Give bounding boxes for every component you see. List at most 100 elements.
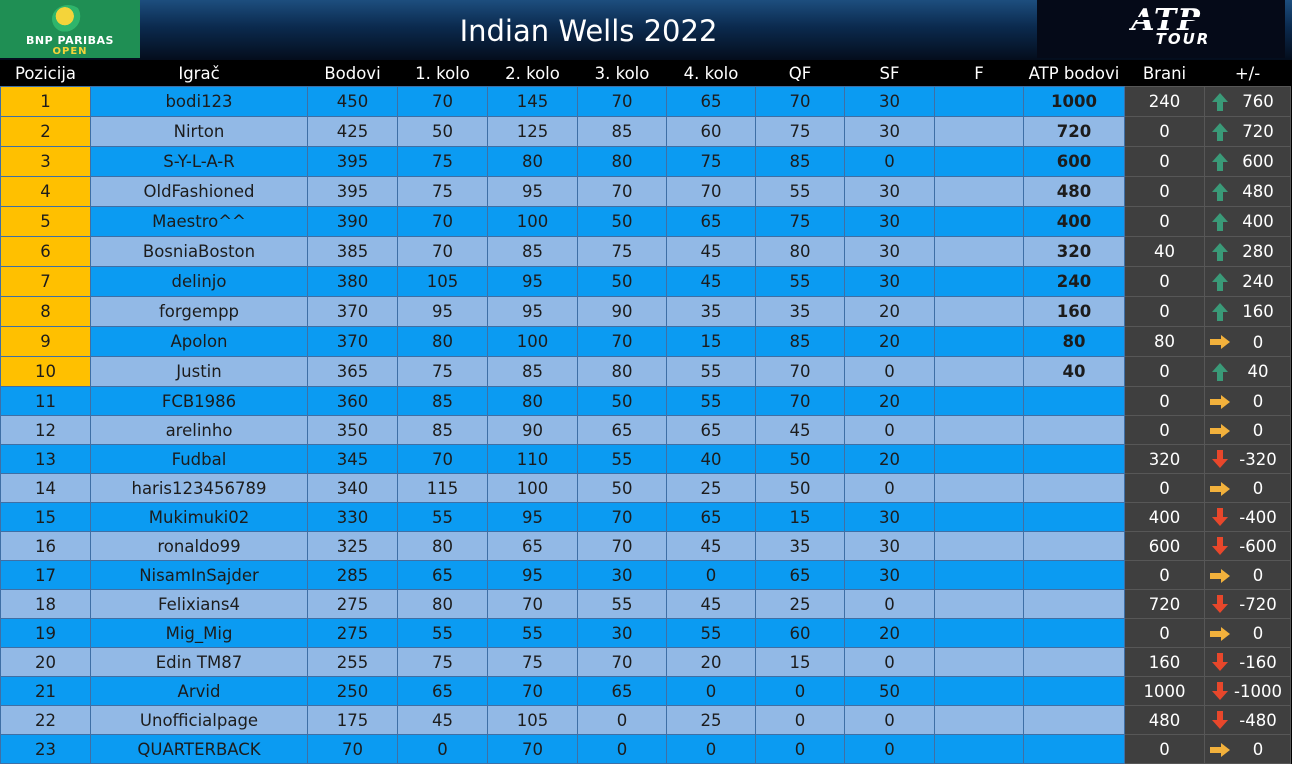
semifinal-cell[interactable]: 20 [844,618,935,648]
atp-points-cell[interactable] [1023,560,1125,590]
round4-cell[interactable]: 65 [666,206,756,237]
position-cell[interactable]: 23 [0,734,91,764]
player-cell[interactable]: Maestro^^ [90,206,308,237]
semifinal-cell[interactable]: 0 [844,734,935,764]
points-cell[interactable]: 425 [307,116,398,147]
semifinal-cell[interactable]: 20 [844,444,935,474]
table-row[interactable]: 12 arelinho 350 85 90 65 65 45 0 0 0 [0,415,1291,445]
points-cell[interactable]: 330 [307,502,398,532]
final-cell[interactable] [934,176,1024,207]
points-cell[interactable]: 380 [307,266,398,297]
final-cell[interactable] [934,618,1024,648]
change-cell[interactable]: 0 [1204,473,1291,503]
position-cell[interactable]: 14 [0,473,91,503]
position-cell[interactable]: 22 [0,705,91,735]
points-cell[interactable]: 255 [307,647,398,677]
header-cell[interactable]: QF [755,60,845,87]
quarterfinal-cell[interactable]: 0 [755,734,845,764]
atp-points-cell[interactable] [1023,647,1125,677]
header-cell[interactable]: 1. kolo [397,60,488,87]
round4-cell[interactable]: 0 [666,560,756,590]
round4-cell[interactable]: 65 [666,502,756,532]
position-cell[interactable]: 1 [0,86,91,117]
header-cell[interactable]: Bodovi [307,60,398,87]
round2-cell[interactable]: 100 [487,326,578,357]
round2-cell[interactable]: 80 [487,146,578,177]
atp-points-cell[interactable]: 1000 [1023,86,1125,117]
defending-cell[interactable]: 160 [1124,647,1205,677]
change-cell[interactable]: 480 [1204,176,1291,207]
round1-cell[interactable]: 70 [397,206,488,237]
round3-cell[interactable]: 55 [577,589,667,619]
defending-cell[interactable]: 480 [1124,705,1205,735]
position-cell[interactable]: 19 [0,618,91,648]
round1-cell[interactable]: 80 [397,589,488,619]
position-cell[interactable]: 2 [0,116,91,147]
atp-points-cell[interactable] [1023,444,1125,474]
round4-cell[interactable]: 55 [666,386,756,416]
change-cell[interactable]: -1000 [1204,676,1291,706]
player-cell[interactable]: Unofficialpage [90,705,308,735]
position-cell[interactable]: 10 [0,356,91,387]
round4-cell[interactable]: 45 [666,531,756,561]
points-cell[interactable]: 340 [307,473,398,503]
change-cell[interactable]: -720 [1204,589,1291,619]
final-cell[interactable] [934,326,1024,357]
points-cell[interactable]: 275 [307,589,398,619]
points-cell[interactable]: 275 [307,618,398,648]
semifinal-cell[interactable]: 0 [844,146,935,177]
semifinal-cell[interactable]: 20 [844,296,935,327]
position-cell[interactable]: 5 [0,206,91,237]
position-cell[interactable]: 12 [0,415,91,445]
round4-cell[interactable]: 25 [666,473,756,503]
round1-cell[interactable]: 75 [397,176,488,207]
player-cell[interactable]: Mig_Mig [90,618,308,648]
round3-cell[interactable]: 50 [577,473,667,503]
round4-cell[interactable]: 45 [666,236,756,267]
round2-cell[interactable]: 100 [487,206,578,237]
defending-cell[interactable]: 0 [1124,206,1205,237]
defending-cell[interactable]: 0 [1124,266,1205,297]
atp-points-cell[interactable] [1023,531,1125,561]
round1-cell[interactable]: 75 [397,356,488,387]
round4-cell[interactable]: 45 [666,266,756,297]
semifinal-cell[interactable]: 30 [844,502,935,532]
defending-cell[interactable]: 0 [1124,618,1205,648]
points-cell[interactable]: 285 [307,560,398,590]
player-cell[interactable]: Nirton [90,116,308,147]
round3-cell[interactable]: 75 [577,236,667,267]
atp-points-cell[interactable] [1023,705,1125,735]
atp-points-cell[interactable]: 480 [1023,176,1125,207]
round1-cell[interactable]: 75 [397,647,488,677]
change-cell[interactable]: -160 [1204,647,1291,677]
quarterfinal-cell[interactable]: 50 [755,473,845,503]
atp-points-cell[interactable] [1023,473,1125,503]
change-cell[interactable]: 0 [1204,386,1291,416]
change-cell[interactable]: 0 [1204,734,1291,764]
quarterfinal-cell[interactable]: 65 [755,560,845,590]
table-row[interactable]: 9 Apolon 370 80 100 70 15 85 20 80 80 0 [0,326,1291,357]
quarterfinal-cell[interactable]: 80 [755,236,845,267]
round1-cell[interactable]: 65 [397,560,488,590]
defending-cell[interactable]: 0 [1124,415,1205,445]
round4-cell[interactable]: 40 [666,444,756,474]
semifinal-cell[interactable]: 30 [844,266,935,297]
round4-cell[interactable]: 75 [666,146,756,177]
round1-cell[interactable]: 70 [397,236,488,267]
round1-cell[interactable]: 80 [397,531,488,561]
atp-points-cell[interactable]: 160 [1023,296,1125,327]
defending-cell[interactable]: 80 [1124,326,1205,357]
table-row[interactable]: 23 QUARTERBACK 70 0 70 0 0 0 0 0 0 [0,734,1291,764]
round4-cell[interactable]: 60 [666,116,756,147]
position-cell[interactable]: 7 [0,266,91,297]
final-cell[interactable] [934,647,1024,677]
round3-cell[interactable]: 70 [577,176,667,207]
defending-cell[interactable]: 0 [1124,356,1205,387]
table-row[interactable]: 5 Maestro^^ 390 70 100 50 65 75 30 400 0 400 [0,206,1291,237]
atp-points-cell[interactable]: 600 [1023,146,1125,177]
change-cell[interactable]: 40 [1204,356,1291,387]
semifinal-cell[interactable]: 20 [844,386,935,416]
round4-cell[interactable]: 55 [666,356,756,387]
position-cell[interactable]: 4 [0,176,91,207]
player-cell[interactable]: bodi123 [90,86,308,117]
